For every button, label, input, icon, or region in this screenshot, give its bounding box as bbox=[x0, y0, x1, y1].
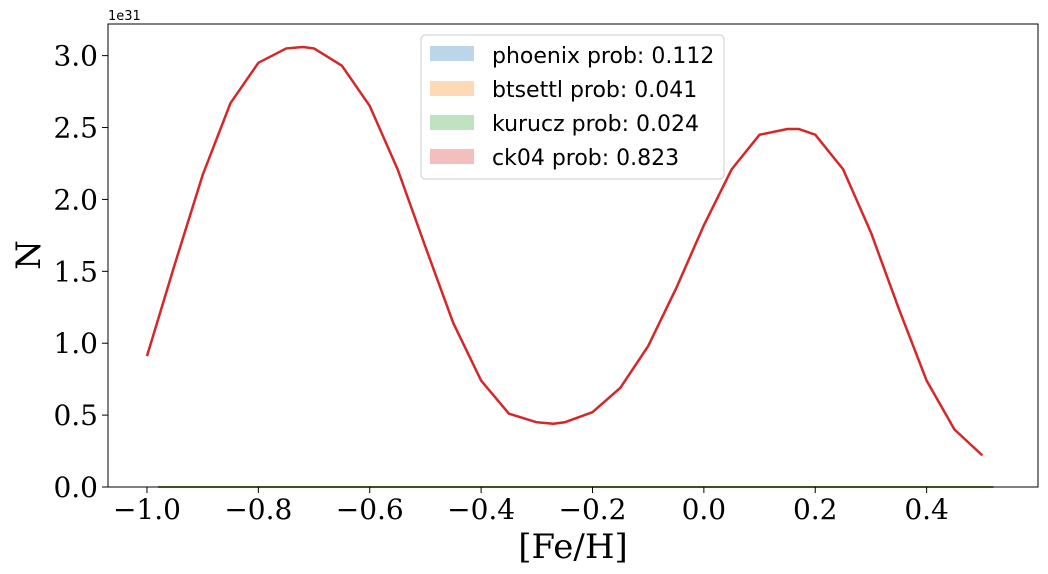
x-axis-ticks: −1.0 −0.8 −0.6 −0.4 −0.2 0.0 0.2 0.4 bbox=[113, 487, 949, 526]
y-axis-ticks: 0.0 0.5 1.0 1.5 2.0 2.5 3.0 bbox=[53, 40, 108, 504]
x-axis-label: [Fe/H] bbox=[518, 527, 628, 567]
legend: phoenix prob: 0.112 btsettl prob: 0.041 … bbox=[420, 34, 725, 180]
x-tick-label: −1.0 bbox=[113, 493, 181, 526]
y-axis-label: N bbox=[9, 240, 49, 270]
x-tick-label: −0.2 bbox=[558, 493, 626, 526]
legend-swatch-phoenix bbox=[430, 46, 474, 61]
legend-swatch-kurucz bbox=[430, 115, 474, 130]
legend-swatch-ck04 bbox=[430, 149, 474, 164]
x-tick-label: 0.0 bbox=[682, 493, 727, 526]
x-tick-label: −0.4 bbox=[447, 493, 515, 526]
x-tick-label: −0.8 bbox=[224, 493, 292, 526]
series-line-ck04 bbox=[145, 45, 984, 457]
legend-label-kurucz: kurucz prob: 0.024 bbox=[492, 112, 699, 137]
y-tick-label: 2.0 bbox=[53, 183, 98, 216]
plot-frame bbox=[107, 23, 1039, 488]
y-tick-label: 0.5 bbox=[53, 399, 98, 432]
legend-label-ck04: ck04 prob: 0.823 bbox=[492, 146, 679, 171]
x-tick-label: 0.2 bbox=[793, 493, 838, 526]
legend-label-phoenix: phoenix prob: 0.112 bbox=[492, 44, 714, 69]
y-tick-label: 2.5 bbox=[53, 112, 98, 145]
y-tick-label: 1.5 bbox=[53, 255, 98, 288]
y-offset-text: 1e31 bbox=[108, 9, 141, 24]
legend-label-btsettl: btsettl prob: 0.041 bbox=[492, 78, 697, 103]
y-tick-label: 1.0 bbox=[53, 327, 98, 360]
x-tick-label: 0.4 bbox=[904, 493, 949, 526]
legend-box bbox=[420, 34, 725, 180]
x-tick-label: −0.6 bbox=[336, 493, 404, 526]
legend-swatch-btsettl bbox=[430, 81, 474, 96]
y-tick-label: 0.0 bbox=[53, 471, 98, 504]
y-tick-label: 3.0 bbox=[53, 40, 98, 73]
